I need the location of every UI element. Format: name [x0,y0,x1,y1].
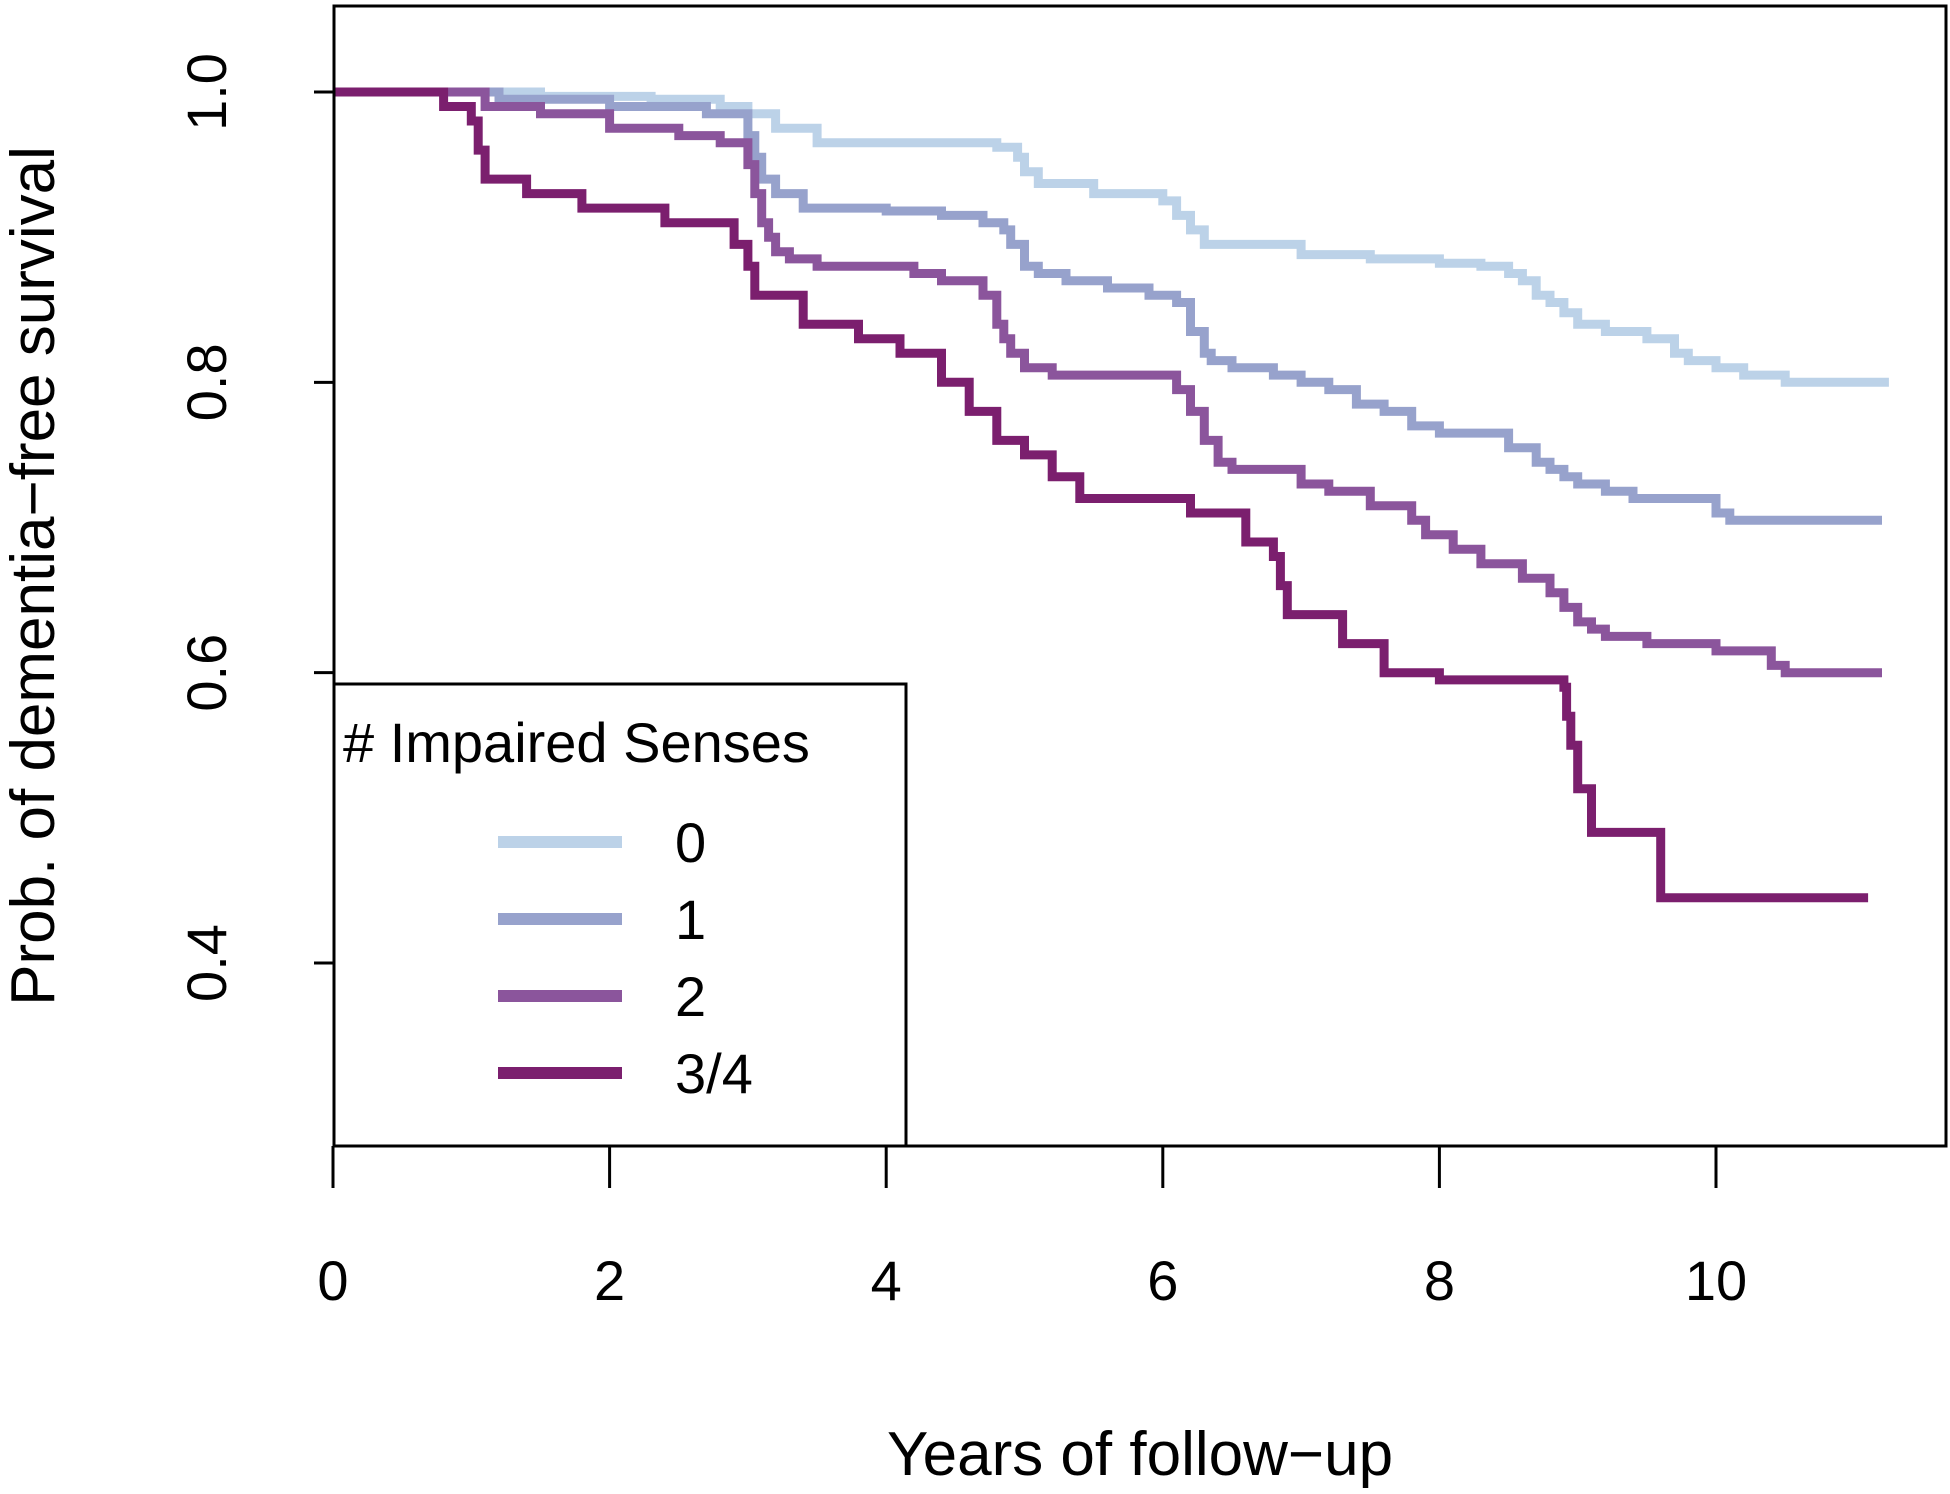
y-tick-label: 0.6 [175,634,238,712]
legend-label: 1 [675,888,706,951]
y-axis-title: Prob. of dementia−free survival [0,146,68,1006]
series-layer [333,87,1889,903]
y-tick-label: 1.0 [175,53,238,131]
legend-title: # Impaired Senses [343,711,810,774]
x-tick-label: 10 [1685,1249,1747,1312]
x-tick-label: 2 [594,1249,625,1312]
legend-label: 3/4 [675,1042,753,1105]
x-tick-label: 4 [871,1249,902,1312]
y-axis: 0.4 0.6 0.8 1.0 [175,53,336,1002]
series-line-2 [333,87,1882,678]
x-axis-title: Years of follow−up [887,1420,1393,1489]
x-tick-label: 6 [1147,1249,1178,1312]
x-axis: 0 2 4 6 8 10 [317,1144,1747,1312]
legend-label: 2 [675,965,706,1028]
y-tick-label: 0.4 [175,924,238,1002]
x-tick-label: 0 [317,1249,348,1312]
y-tick-label: 0.8 [175,343,238,421]
legend-items: 0 1 2 3/4 [498,811,753,1105]
x-tick-label: 8 [1424,1249,1455,1312]
series-line-3-4 [333,87,1869,903]
series-line-1 [333,87,1882,525]
legend: # Impaired Senses 0 1 2 3/4 [332,682,908,1148]
series-line-0 [333,87,1889,387]
legend-label: 0 [675,811,706,874]
